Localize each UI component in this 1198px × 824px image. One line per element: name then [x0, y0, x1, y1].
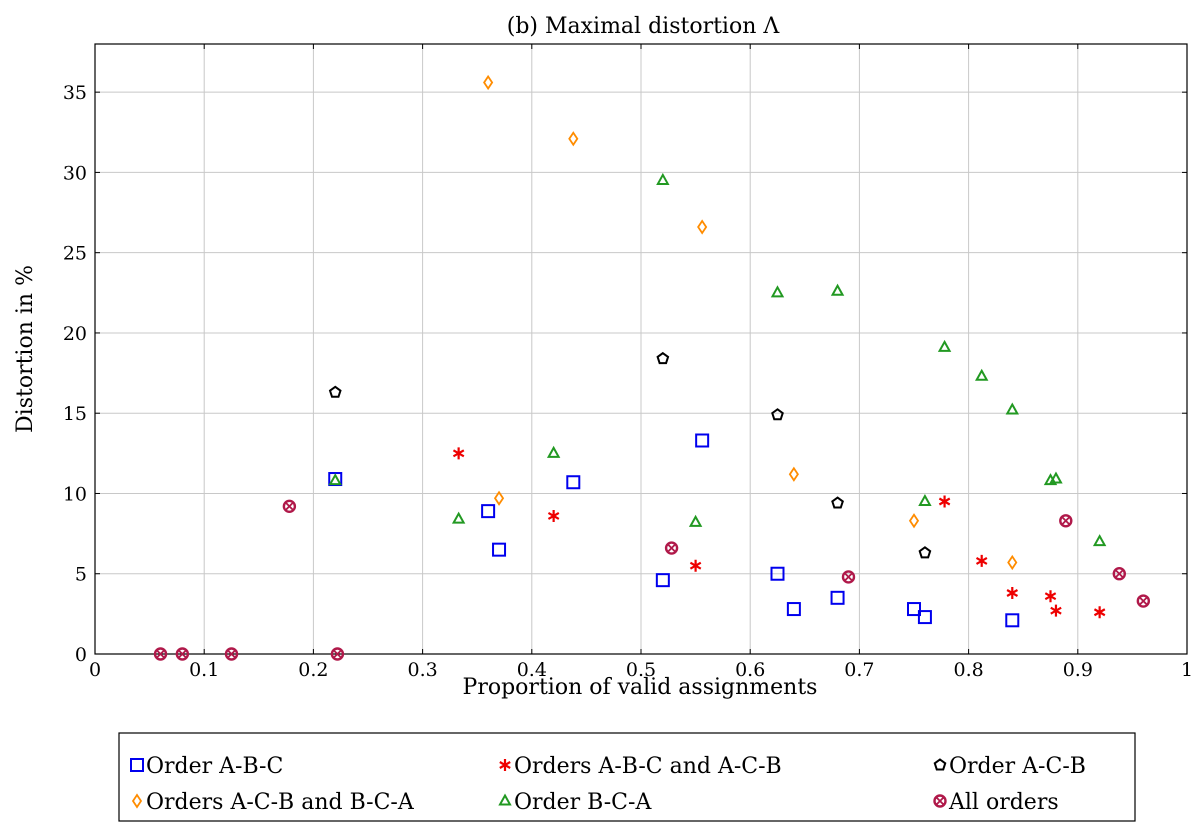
data-point-series-5 — [1136, 594, 1151, 608]
legend-label: Orders A-B-C and A-C-B — [514, 754, 782, 779]
legend-label: Order A-C-B — [949, 754, 1086, 779]
grid — [94, 44, 1188, 655]
data-point-series-0 — [492, 542, 507, 557]
y-tick-label: 10 — [63, 483, 87, 505]
data-point-series-3 — [493, 490, 505, 506]
legend-label: Orders A-C-B and B-C-A — [146, 790, 415, 815]
legend-label: Order A-B-C — [146, 754, 283, 779]
y-tick-label: 25 — [63, 243, 87, 265]
data-point-series-0 — [1005, 613, 1020, 628]
data-point-series-4 — [688, 514, 703, 527]
y-tick-label: 35 — [63, 82, 87, 104]
data-point-series-5 — [224, 647, 239, 661]
data-point-series-1 — [1050, 604, 1062, 617]
data-point-series-2 — [328, 385, 342, 398]
data-point-series-0 — [695, 433, 710, 448]
data-point-series-1 — [1044, 590, 1057, 603]
data-point-series-4 — [975, 368, 989, 381]
data-point-series-3 — [788, 466, 799, 482]
data-point-series-4 — [451, 511, 466, 524]
data-point-series-4 — [656, 172, 670, 185]
data-point-series-3 — [568, 131, 579, 147]
x-tick-label: 0.3 — [407, 659, 437, 681]
legend-label: All orders — [948, 790, 1059, 815]
data-point-series-0 — [830, 590, 845, 605]
data-point-series-0 — [655, 573, 670, 588]
data-point-series-5 — [1112, 567, 1126, 581]
data-point-series-4 — [1049, 471, 1063, 484]
data-point-series-1 — [689, 559, 702, 572]
data-point-series-1 — [452, 447, 465, 460]
legend: Order A-B-C Orders A-B-C and A-C-B Order A… — [118, 732, 1136, 822]
x-tick-label: 0.9 — [1063, 659, 1093, 681]
data-point-series-2 — [771, 408, 784, 421]
y-axis-label: Distortion in % — [13, 265, 38, 433]
legend-label: Order B-C-A — [514, 790, 652, 815]
x-tick-label: 0.4 — [517, 659, 547, 681]
data-point-series-2 — [831, 496, 844, 509]
data-point-series-4 — [830, 283, 845, 296]
x-tick-label: 0 — [89, 659, 101, 681]
data-point-series-5 — [841, 570, 856, 584]
x-axis-label: Proportion of valid assignments — [463, 675, 818, 700]
data-point-series-0 — [566, 475, 581, 490]
data-point-series-0 — [917, 610, 932, 625]
data-point-series-5 — [1059, 514, 1073, 528]
data-point-series-1 — [975, 554, 988, 567]
data-point-series-5 — [282, 499, 297, 514]
data-point-series-4 — [328, 473, 342, 486]
data-point-series-0 — [481, 504, 496, 519]
data-point-series-1 — [938, 495, 951, 508]
data-point-series-4 — [1092, 534, 1107, 547]
data-point-series-3 — [908, 513, 920, 529]
x-tick-label: 1 — [1181, 659, 1193, 681]
legend-marker-3 — [131, 793, 143, 809]
x-tick-label: 0.5 — [626, 659, 656, 681]
axis-ticks: 0 0.1 0.2 0.3 0.4 0.5 0.6 0.7 0.8 0.9 105101520253… — [63, 44, 1193, 681]
data-point-series-4 — [546, 445, 561, 458]
legend-marker-5 — [933, 794, 947, 808]
x-tick-label: 0.1 — [189, 659, 219, 681]
data-point-series-4 — [1005, 402, 1019, 415]
y-tick-label: 15 — [63, 403, 87, 425]
y-tick-label: 30 — [63, 162, 87, 184]
data-point-series-3 — [1007, 554, 1018, 571]
data-point-series-3 — [697, 219, 708, 235]
legend-frame — [118, 732, 1136, 822]
data-point-series-0 — [786, 602, 801, 617]
data-marks — [153, 74, 1151, 661]
data-point-series-5 — [175, 647, 190, 661]
data-point-series-4 — [918, 493, 932, 506]
data-point-series-1 — [1093, 606, 1106, 619]
x-tick-label: 0.8 — [953, 659, 983, 681]
legend-marker-2 — [933, 758, 947, 771]
data-point-series-5 — [153, 647, 168, 661]
legend-marker-0 — [130, 758, 144, 772]
data-point-series-2 — [918, 546, 932, 559]
data-point-series-3 — [483, 74, 494, 91]
data-point-series-5 — [664, 541, 679, 555]
data-point-series-5 — [330, 647, 345, 661]
x-tick-label: 0.7 — [844, 659, 874, 681]
x-tick-label: 0.2 — [298, 659, 328, 681]
y-tick-label: 20 — [63, 323, 87, 345]
data-point-series-1 — [1006, 587, 1019, 599]
legend-marker-4 — [498, 793, 512, 806]
chart-title: (b) Maximal distortion Λ — [507, 14, 781, 39]
data-point-series-1 — [547, 509, 560, 522]
y-tick-label: 5 — [75, 564, 87, 586]
data-point-series-0 — [770, 566, 785, 581]
legend-marker-1 — [499, 759, 511, 771]
data-point-series-2 — [656, 351, 670, 365]
y-tick-label: 0 — [75, 644, 87, 666]
data-point-series-0 — [907, 602, 921, 617]
data-point-series-4 — [937, 339, 952, 352]
x-tick-label: 0.6 — [735, 659, 765, 681]
data-point-series-4 — [770, 285, 785, 298]
